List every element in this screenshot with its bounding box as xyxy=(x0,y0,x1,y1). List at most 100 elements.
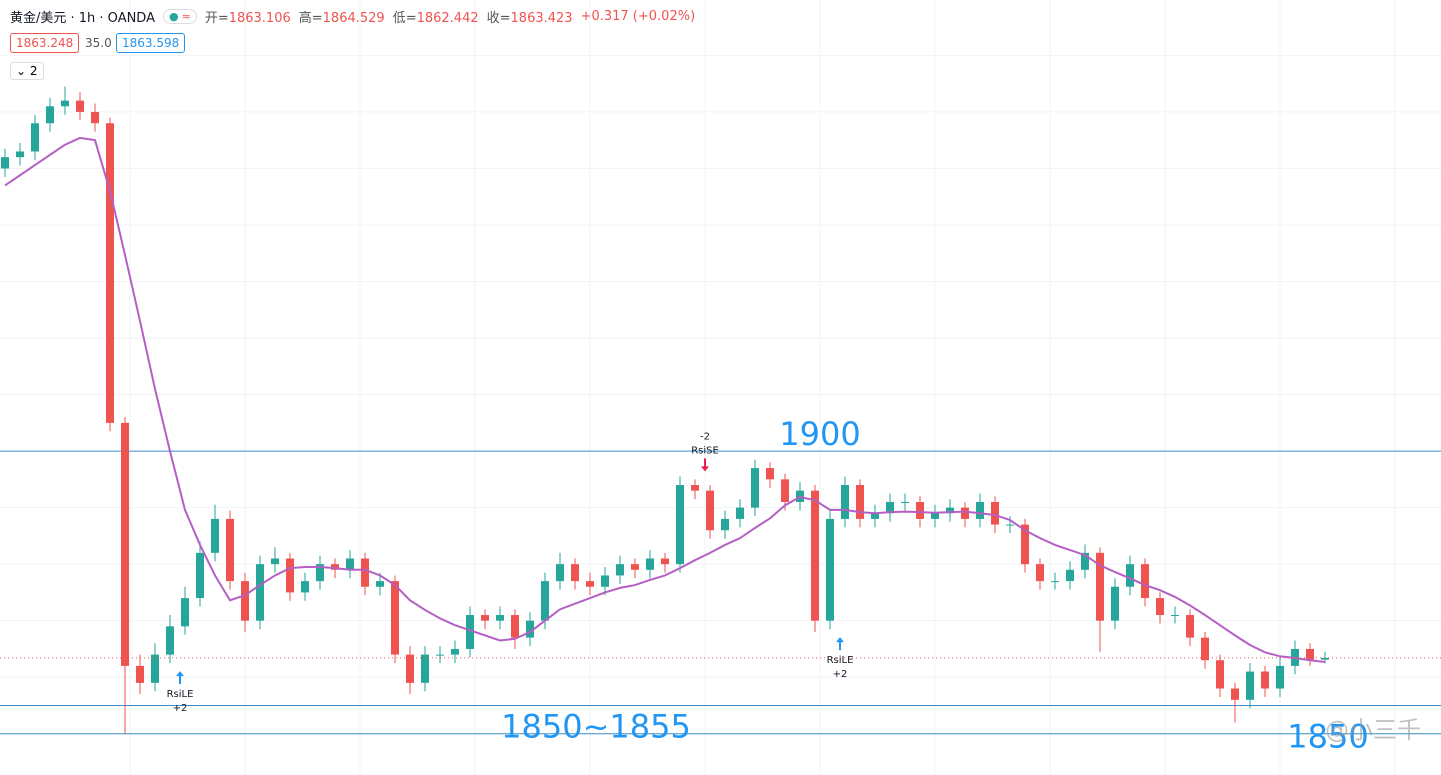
candle-body xyxy=(436,654,444,656)
candle-body xyxy=(106,123,114,423)
candle-body xyxy=(721,518,729,531)
candle-body xyxy=(16,151,24,158)
moving-average xyxy=(4,136,1326,663)
signal-qty: +2 xyxy=(833,669,848,680)
candle-body xyxy=(706,490,714,531)
candle-body xyxy=(211,518,219,553)
candle-body xyxy=(1246,671,1254,700)
candle-body xyxy=(826,518,834,621)
candle-body xyxy=(1306,648,1314,660)
open-value: 1863.106 xyxy=(228,11,291,26)
change: +0.317 (+0.02%) xyxy=(580,9,696,24)
candle-body xyxy=(571,564,579,582)
candle-body xyxy=(406,654,414,683)
candle-body xyxy=(766,468,774,480)
candle-body xyxy=(1171,615,1179,617)
bid[interactable]: 1863.248 xyxy=(10,33,80,53)
candle-body xyxy=(1126,564,1134,587)
candle-body xyxy=(166,626,174,655)
candle-body xyxy=(496,615,504,621)
candle-body xyxy=(1066,569,1074,582)
ask[interactable]: 1863.598 xyxy=(116,33,186,53)
candle-body xyxy=(346,558,354,570)
low-value: 1862.442 xyxy=(416,11,479,26)
candle-body xyxy=(301,581,309,593)
candle-body xyxy=(151,654,159,683)
candle-body xyxy=(541,581,549,621)
candle-body xyxy=(976,501,984,519)
high-label: 高= xyxy=(298,11,323,26)
candle-body xyxy=(1276,665,1284,689)
candle-body xyxy=(181,598,189,627)
candle-body xyxy=(811,490,819,621)
level-label: 1850 xyxy=(1287,718,1368,756)
candle-body xyxy=(916,501,924,519)
signal-arrow xyxy=(836,637,844,651)
candle-body xyxy=(616,564,624,576)
candle-body xyxy=(421,654,429,683)
candle-body xyxy=(871,513,879,519)
spread: 35.0 xyxy=(85,36,112,50)
candle-body xyxy=(781,479,789,502)
high-value: 1864.529 xyxy=(322,11,385,26)
candle-body xyxy=(736,507,744,519)
candle-body xyxy=(946,507,954,514)
candle-body xyxy=(1321,657,1329,660)
candle-body xyxy=(376,581,384,587)
candle-body xyxy=(1,157,9,169)
symbol: 黄金/美元 · 1h · OANDA xyxy=(10,11,155,26)
candle-body xyxy=(1186,615,1194,638)
candle-body xyxy=(631,564,639,570)
candle-body xyxy=(226,518,234,582)
level-label: 1850~1855 xyxy=(501,707,691,745)
candle-body xyxy=(361,558,369,587)
watermark: @小三千 xyxy=(1325,716,1421,744)
candle-body xyxy=(136,665,144,683)
signal-qty: -2 xyxy=(700,431,710,442)
open-label: 开= xyxy=(204,11,229,26)
candle-body xyxy=(31,123,39,152)
candle-body xyxy=(511,615,519,638)
candle-body xyxy=(1156,598,1164,616)
candle-body xyxy=(121,422,129,666)
candle-body xyxy=(316,564,324,582)
candle-body xyxy=(481,615,489,621)
candle-body xyxy=(286,558,294,593)
status-icons[interactable]: ● ≈ xyxy=(162,9,197,24)
candle-body xyxy=(91,111,99,124)
signal-label: RsiSE xyxy=(691,445,719,456)
candle-body xyxy=(991,501,999,525)
candle-body xyxy=(841,485,849,519)
candle-body xyxy=(676,485,684,565)
candle-body xyxy=(901,501,909,503)
candle-body xyxy=(61,100,69,107)
candle-body xyxy=(241,581,249,621)
candle-body xyxy=(466,615,474,649)
signal-qty: +2 xyxy=(173,703,188,714)
candle-body xyxy=(601,575,609,587)
candle-body xyxy=(1006,524,1014,526)
candle-body xyxy=(661,558,669,565)
indicator-toggle[interactable]: ⌄ 2 xyxy=(10,62,44,80)
candle-body xyxy=(1051,581,1059,583)
signal-arrow xyxy=(176,671,184,685)
candle-body xyxy=(391,581,399,655)
candle-body xyxy=(961,507,969,519)
indicator-count: 2 xyxy=(29,64,38,78)
candle-body xyxy=(691,485,699,491)
candle-body xyxy=(271,558,279,565)
candle-body xyxy=(646,558,654,570)
candle-body xyxy=(451,648,459,655)
close-value: 1863.423 xyxy=(510,11,573,26)
candle-body xyxy=(331,564,339,570)
candle-body xyxy=(1261,671,1269,689)
candle-body xyxy=(751,468,759,508)
signal-arrow xyxy=(701,458,709,472)
candle-body xyxy=(46,106,54,124)
candle-body xyxy=(1216,660,1224,689)
low-label: 低= xyxy=(392,11,417,26)
close-label: 收= xyxy=(486,11,511,26)
candle-body xyxy=(256,564,264,621)
candle-body xyxy=(526,620,534,638)
